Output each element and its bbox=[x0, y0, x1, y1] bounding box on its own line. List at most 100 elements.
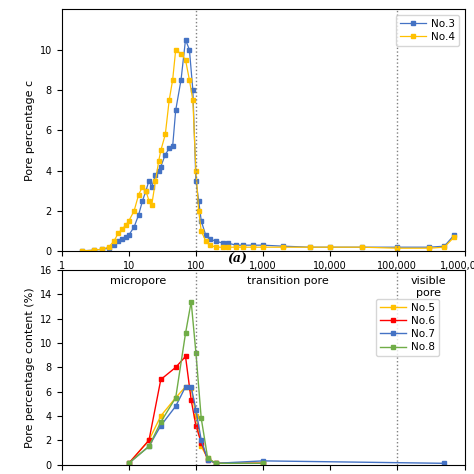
No.3 bbox=[123, 234, 128, 240]
No.4 bbox=[234, 245, 239, 250]
No.3 bbox=[234, 242, 239, 248]
No.8 bbox=[205, 456, 210, 461]
No.7 bbox=[173, 403, 179, 409]
No.5 bbox=[188, 385, 194, 391]
No.6 bbox=[199, 440, 204, 446]
No.8 bbox=[213, 460, 219, 466]
No.6 bbox=[205, 457, 210, 463]
No.3 bbox=[173, 108, 179, 113]
No.6 bbox=[193, 423, 199, 428]
No.4 bbox=[225, 245, 231, 250]
No.4 bbox=[146, 198, 152, 204]
Line: No.4: No.4 bbox=[80, 48, 456, 253]
No.3 bbox=[131, 224, 137, 230]
No.4 bbox=[126, 218, 132, 224]
No.4 bbox=[260, 245, 266, 250]
No.5 bbox=[158, 413, 164, 419]
No.5 bbox=[126, 460, 132, 466]
No.4 bbox=[196, 208, 201, 214]
No.3 bbox=[187, 47, 192, 53]
No.8 bbox=[199, 416, 204, 421]
No.4 bbox=[187, 77, 192, 83]
No.4 bbox=[427, 246, 432, 251]
No.3 bbox=[250, 242, 255, 248]
No.5 bbox=[205, 456, 210, 461]
No.3 bbox=[240, 242, 246, 248]
No.7 bbox=[193, 407, 199, 413]
No.4 bbox=[123, 222, 128, 228]
Legend: No.5, No.6, No.7, No.8: No.5, No.6, No.7, No.8 bbox=[375, 299, 439, 356]
Text: (a): (a) bbox=[227, 253, 247, 266]
No.4 bbox=[116, 230, 121, 236]
No.4 bbox=[203, 238, 209, 244]
No.4 bbox=[240, 245, 246, 250]
No.3 bbox=[140, 198, 146, 204]
No.4 bbox=[136, 192, 141, 198]
No.3 bbox=[126, 232, 132, 238]
No.4 bbox=[143, 188, 149, 194]
No.3 bbox=[156, 168, 162, 173]
Text: micropore: micropore bbox=[110, 276, 166, 286]
No.4 bbox=[199, 228, 204, 234]
Y-axis label: Pore percentage content (%): Pore percentage content (%) bbox=[25, 287, 36, 447]
No.8 bbox=[260, 460, 266, 466]
No.8 bbox=[146, 444, 152, 449]
No.4 bbox=[207, 242, 212, 248]
No.7 bbox=[205, 457, 210, 463]
No.5 bbox=[193, 413, 199, 419]
No.3 bbox=[153, 172, 158, 178]
No.6 bbox=[213, 460, 219, 466]
No.4 bbox=[149, 202, 155, 208]
No.3 bbox=[328, 245, 333, 250]
No.8 bbox=[193, 350, 199, 356]
No.4 bbox=[178, 51, 184, 57]
No.4 bbox=[451, 234, 457, 240]
No.3 bbox=[225, 240, 231, 246]
No.3 bbox=[359, 245, 365, 250]
No.6 bbox=[182, 354, 188, 359]
No.4 bbox=[163, 132, 168, 137]
No.4 bbox=[213, 245, 219, 250]
No.5 bbox=[146, 438, 152, 443]
No.3 bbox=[178, 77, 184, 83]
Line: No.5: No.5 bbox=[127, 385, 265, 465]
No.4 bbox=[328, 245, 333, 250]
No.3 bbox=[158, 164, 164, 170]
No.3 bbox=[199, 218, 204, 224]
No.7 bbox=[182, 384, 188, 390]
No.6 bbox=[173, 365, 179, 370]
No.3 bbox=[207, 237, 212, 242]
No.8 bbox=[182, 330, 188, 336]
No.4 bbox=[190, 97, 196, 103]
No.4 bbox=[106, 245, 111, 250]
No.6 bbox=[260, 460, 266, 466]
No.8 bbox=[126, 460, 132, 466]
No.4 bbox=[91, 247, 97, 253]
No.4 bbox=[166, 97, 172, 103]
No.4 bbox=[220, 245, 226, 250]
No.3 bbox=[203, 232, 209, 238]
No.4 bbox=[99, 246, 105, 252]
No.4 bbox=[281, 245, 286, 250]
No.3 bbox=[260, 242, 266, 248]
No.4 bbox=[79, 248, 85, 254]
No.6 bbox=[146, 438, 152, 443]
No.3 bbox=[193, 178, 199, 183]
No.8 bbox=[158, 419, 164, 425]
No.7 bbox=[126, 460, 132, 466]
No.6 bbox=[126, 460, 132, 466]
No.3 bbox=[116, 238, 121, 244]
Line: No.3: No.3 bbox=[80, 38, 456, 253]
No.3 bbox=[136, 212, 141, 218]
No.4 bbox=[170, 77, 175, 83]
No.3 bbox=[143, 188, 149, 194]
No.4 bbox=[394, 246, 400, 251]
No.3 bbox=[182, 37, 188, 43]
Line: No.6: No.6 bbox=[127, 355, 265, 465]
No.3 bbox=[111, 242, 117, 248]
No.3 bbox=[119, 237, 125, 242]
No.8 bbox=[188, 299, 194, 305]
No.4 bbox=[359, 245, 365, 250]
No.3 bbox=[146, 178, 152, 183]
Line: No.7: No.7 bbox=[127, 385, 447, 465]
